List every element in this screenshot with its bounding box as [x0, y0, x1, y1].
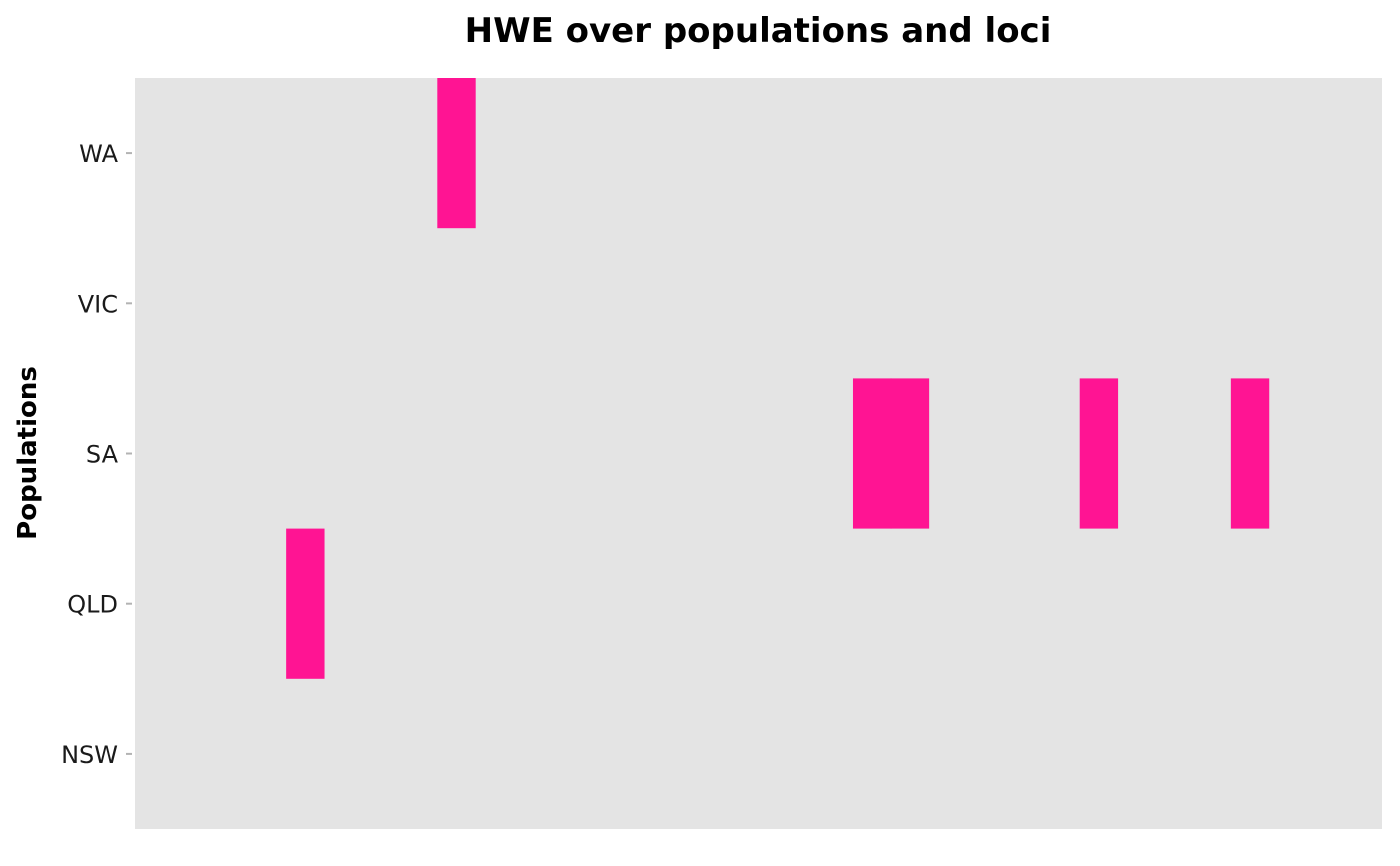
y-tick-label-sa: SA [86, 441, 119, 469]
y-axis-ticks: NSW QLD SA VIC WA [61, 140, 132, 769]
y-tick-label-nsw: NSW [61, 741, 118, 769]
plot-panel [135, 78, 1382, 829]
heatmap-cell-sa-19 [852, 378, 892, 529]
heatmap-cells [286, 78, 1270, 679]
y-tick-label-wa: WA [79, 140, 118, 168]
y-tick-label-vic: VIC [78, 290, 118, 318]
y-axis-label: Populations [13, 366, 43, 540]
y-tick-label-qld: QLD [67, 591, 118, 619]
heatmap-cell-wa-8 [437, 78, 476, 229]
heatmap-cell-sa-29 [1230, 378, 1270, 529]
heatmap-cell-sa-20 [890, 378, 930, 529]
heatmap-cell-sa-25 [1079, 378, 1119, 529]
chart-title: HWE over populations and loci [465, 11, 1052, 51]
heatmap-cell-qld-4 [286, 528, 325, 679]
